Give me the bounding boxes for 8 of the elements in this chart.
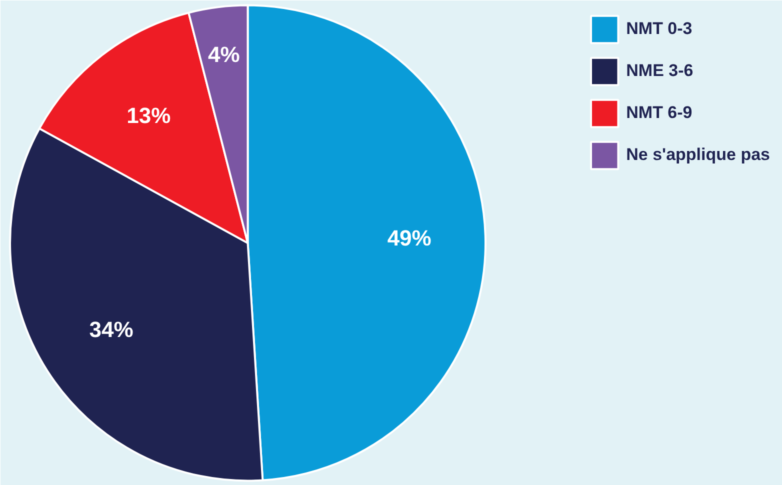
data-label: 13% — [126, 102, 171, 128]
data-label: 4% — [208, 42, 240, 67]
data-label: 49% — [387, 225, 432, 250]
legend-label: NMT 0-3 — [626, 19, 692, 39]
legend-label: NME 3-6 — [626, 61, 694, 81]
legend-label: NMT 6-9 — [626, 103, 692, 123]
data-label: 34% — [89, 317, 134, 342]
legend-label: Ne s'applique pas — [626, 145, 770, 165]
